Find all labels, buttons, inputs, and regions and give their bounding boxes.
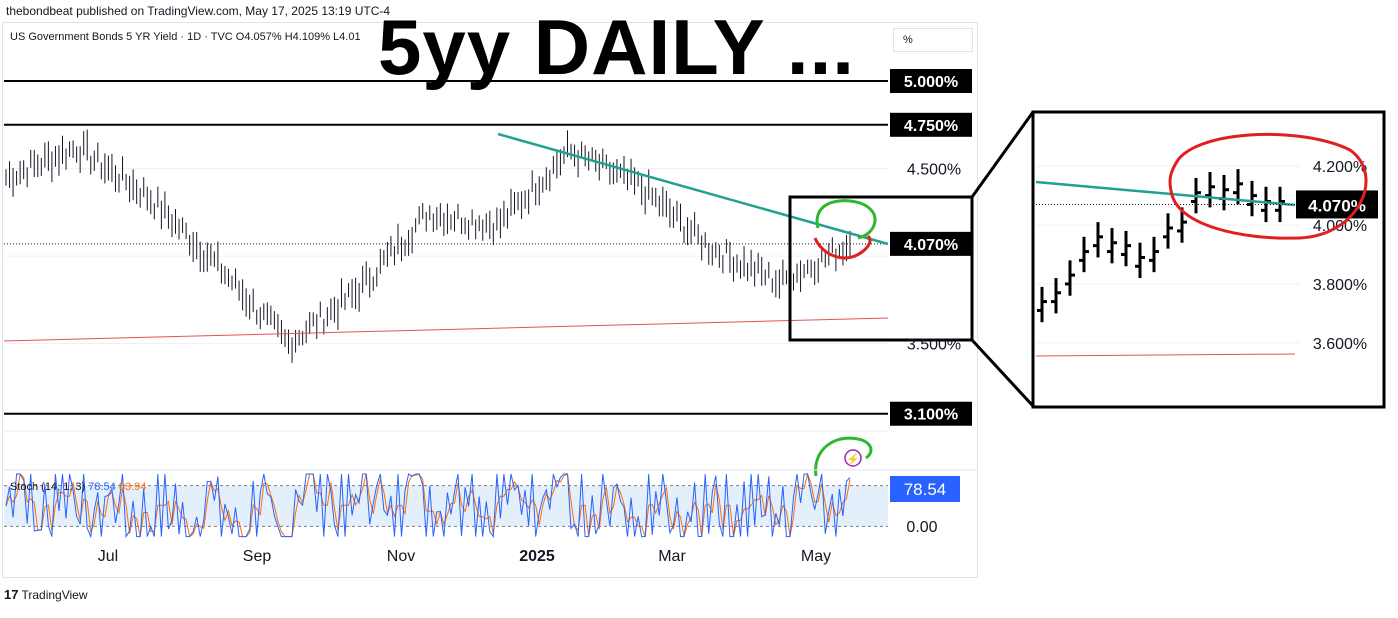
x-tick-label: May <box>801 548 831 565</box>
inset-frame <box>1031 110 1386 409</box>
alert-bolt-icon <box>844 449 862 467</box>
level-tag-bg <box>890 112 972 137</box>
stoch-axis-label: 0.00 <box>906 519 937 536</box>
grid <box>4 168 888 432</box>
inset-last-tag: 4.070% <box>1308 196 1366 215</box>
zoom-connector-bottom <box>970 338 1035 408</box>
time-axis: Jul Sep Nov 2025 Mar May <box>98 548 831 565</box>
inset-y-tick: 3.800% <box>1313 277 1367 294</box>
chart-frame <box>2 22 978 578</box>
stoch-k-value: 78.54 <box>88 481 119 493</box>
zoom-inset: 4.200%4.000%3.800%3.600%4.070% <box>1031 110 1386 409</box>
stoch-k-line <box>5 473 851 539</box>
stoch-legend: Stoch (14, 1, 3) 78.54 83.94 <box>10 481 146 493</box>
inset-downtrend-line <box>1035 180 1296 207</box>
percent-scale-button[interactable]: % <box>893 28 973 52</box>
x-tick-label: Nov <box>387 548 415 565</box>
chart-title: 5yy DAILY ... <box>378 3 855 91</box>
price-bars <box>4 129 888 363</box>
horizontal-levels <box>4 80 888 415</box>
trendlines <box>3 132 889 342</box>
stoch-d-value: 83.94 <box>119 481 147 493</box>
inset-y-tick: 3.600% <box>1313 336 1367 353</box>
tradingview-logo-icon: 17 <box>4 587 19 602</box>
last-price-tag-bg <box>890 231 972 256</box>
stoch-last-tag: 78.54 <box>904 480 947 499</box>
inset-red-circle <box>1168 132 1368 240</box>
price-axis: 4.500%3.500%3.100%5.000%4.750%3.100%4.07… <box>890 69 972 426</box>
symbol-legend[interactable]: US Government Bonds 5 YR Yield · 1D · TV… <box>10 31 361 43</box>
x-tick-label: 2025 <box>519 548 555 565</box>
downtrend-line <box>497 132 889 246</box>
zoom-connector-top <box>970 111 1035 198</box>
inset-y-tick: 4.200% <box>1313 159 1367 176</box>
tradingview-brand: TradingView <box>21 588 88 602</box>
level-tag-bg <box>890 69 972 94</box>
level-tag-label: 3.100% <box>904 407 958 424</box>
y-tick-label: 4.500% <box>907 162 961 179</box>
green-arrow-drawing <box>814 436 873 477</box>
inset-support-line <box>1035 353 1296 357</box>
stochastic-pane: Stoch (14, 1, 3) 78.54 83.94 78.540.00 <box>4 469 978 539</box>
support-line <box>3 317 889 342</box>
bolt-glyph: ⚡ <box>846 453 860 466</box>
x-tick-label: Mar <box>658 548 686 565</box>
last-price-tag: 4.070% <box>904 237 958 254</box>
stoch-last-tag-bg <box>890 476 960 502</box>
level-tag-bg <box>890 401 972 426</box>
red-circle-drawing <box>813 234 872 260</box>
level-tag-label: 4.750% <box>904 118 958 135</box>
publisher-credit: thebondbeat published on TradingView.com… <box>6 4 391 18</box>
level-tag-label: 5.000% <box>904 74 958 91</box>
annotations: ⚡ <box>788 111 1035 477</box>
tradingview-footer[interactable]: 17 TradingView <box>4 587 88 602</box>
x-tick-label: Jul <box>98 548 118 565</box>
y-tick-label: 3.500% <box>907 337 961 354</box>
green-circle-drawing <box>815 199 877 240</box>
zoom-box <box>788 195 974 342</box>
x-tick-label: Sep <box>243 548 272 565</box>
